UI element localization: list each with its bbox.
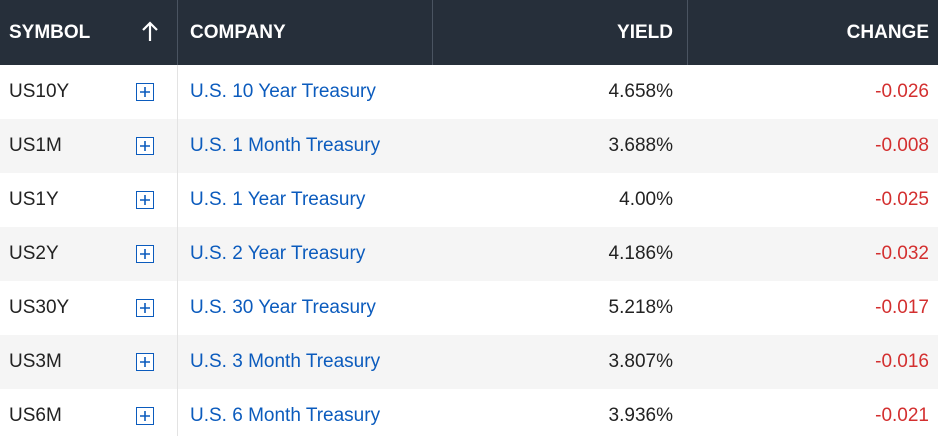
symbol[interactable]: US1Y [9,189,59,210]
change: -0.008 [875,135,929,156]
yield: 4.00% [619,189,673,210]
header-label: SYMBOL [9,21,91,43]
yield-cell: 4.658% [432,65,687,119]
yield-cell: 3.688% [432,119,687,173]
company[interactable]: U.S. 2 Year Treasury [190,243,366,264]
yield-cell: 5.218% [432,281,687,335]
symbol[interactable]: US10Y [9,81,70,102]
company[interactable]: U.S. 10 Year Treasury [190,81,376,102]
change: -0.026 [875,81,929,102]
symbol-cell: US1M [0,119,177,173]
change-cell: -0.021 [687,389,938,436]
company[interactable]: U.S. 30 Year Treasury [190,297,376,318]
yield: 3.688% [608,135,673,156]
yield: 4.658% [608,81,673,102]
change: -0.021 [875,405,929,426]
table-row: US10Y U.S. 10 Year Treasury 4.658% -0.026 [0,65,938,119]
symbol-cell: US10Y [0,65,177,119]
yield-cell: 3.807% [432,335,687,389]
table-row: US1Y U.S. 1 Year Treasury 4.00% -0.025 [0,173,938,227]
table-row: US30Y U.S. 30 Year Treasury 5.218% -0.017 [0,281,938,335]
table-row: US3M U.S. 3 Month Treasury 3.807% -0.016 [0,335,938,389]
symbol[interactable]: US30Y [9,297,70,318]
company-cell: U.S. 1 Month Treasury [177,119,432,173]
change: -0.025 [875,189,929,210]
add-button[interactable] [136,353,154,371]
symbol-cell: US1Y [0,173,177,227]
yield-cell: 4.00% [432,173,687,227]
company[interactable]: U.S. 3 Month Treasury [190,351,381,372]
change: -0.032 [875,243,929,264]
company[interactable]: U.S. 1 Year Treasury [190,189,366,210]
header-label: YIELD [617,21,673,43]
add-button[interactable] [136,407,154,425]
change-cell: -0.032 [687,227,938,281]
change: -0.016 [875,351,929,372]
yield: 3.807% [608,351,673,372]
table-row: US1M U.S. 1 Month Treasury 3.688% -0.008 [0,119,938,173]
symbol-cell: US3M [0,335,177,389]
change-cell: -0.017 [687,281,938,335]
add-button[interactable] [136,299,154,317]
add-button[interactable] [136,137,154,155]
add-button[interactable] [136,191,154,209]
symbol-cell: US2Y [0,227,177,281]
header-cell[interactable]: CHANGE [687,0,938,65]
add-button[interactable] [136,245,154,263]
company-cell: U.S. 6 Month Treasury [177,389,432,436]
symbol[interactable]: US6M [9,405,62,426]
header-cell[interactable]: YIELD [432,0,687,65]
yield-cell: 3.936% [432,389,687,436]
company-cell: U.S. 10 Year Treasury [177,65,432,119]
company[interactable]: U.S. 6 Month Treasury [190,405,381,426]
table-header: SYMBOL COMPANY YIELD CHANGE [0,0,938,65]
yield: 5.218% [608,297,673,318]
company-cell: U.S. 3 Month Treasury [177,335,432,389]
yield-cell: 4.186% [432,227,687,281]
header-label: COMPANY [190,21,286,43]
company-cell: U.S. 30 Year Treasury [177,281,432,335]
yield: 3.936% [608,405,673,426]
table-row: US2Y U.S. 2 Year Treasury 4.186% -0.032 [0,227,938,281]
header-cell[interactable]: SYMBOL [0,0,177,65]
company-cell: U.S. 2 Year Treasury [177,227,432,281]
sort-arrow [142,21,158,41]
table-row: US6M U.S. 6 Month Treasury 3.936% -0.021 [0,389,938,436]
symbol[interactable]: US1M [9,135,62,156]
symbol-cell: US6M [0,389,177,436]
company-cell: U.S. 1 Year Treasury [177,173,432,227]
change: -0.017 [875,297,929,318]
symbol[interactable]: US3M [9,351,62,372]
header-label: CHANGE [846,21,929,43]
change-cell: -0.008 [687,119,938,173]
add-button[interactable] [136,83,154,101]
change-cell: -0.025 [687,173,938,227]
yield: 4.186% [608,243,673,264]
symbol[interactable]: US2Y [9,243,59,264]
company[interactable]: U.S. 1 Month Treasury [190,135,381,156]
change-cell: -0.016 [687,335,938,389]
symbol-cell: US30Y [0,281,177,335]
header-cell[interactable]: COMPANY [177,0,432,65]
change-cell: -0.026 [687,65,938,119]
